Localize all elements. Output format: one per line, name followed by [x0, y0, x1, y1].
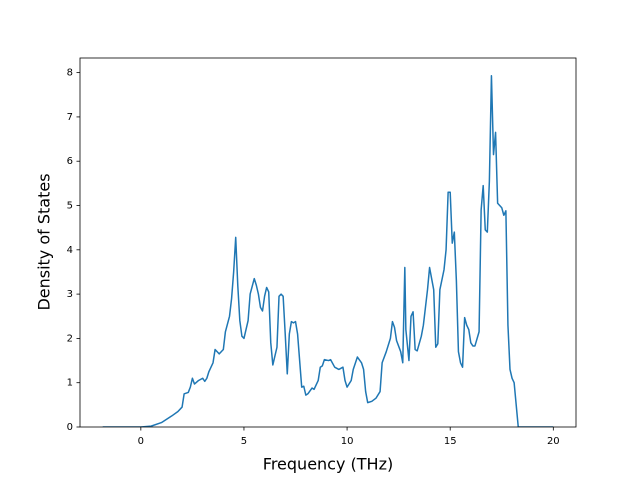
y-tick-label: 3 [67, 289, 73, 300]
y-tick-label: 7 [67, 112, 73, 123]
y-tick-label: 6 [67, 156, 73, 167]
x-tick-label: 5 [241, 436, 247, 447]
y-tick-label: 4 [67, 245, 73, 256]
x-axis-label: Frequency (THz) [263, 455, 393, 474]
x-tick-label: 10 [341, 436, 354, 447]
y-tick-label: 5 [67, 201, 73, 212]
x-tick-label: 15 [444, 436, 457, 447]
y-tick-label: 1 [67, 378, 73, 389]
y-tick-label: 2 [67, 333, 73, 344]
x-tick-label: 20 [547, 436, 560, 447]
plot-frame [79, 57, 577, 428]
y-tick-label: 0 [67, 422, 73, 433]
y-tick-label: 8 [67, 68, 73, 79]
dos-line [102, 74, 554, 427]
y-axis-label: Density of States [35, 173, 54, 310]
x-tick-label: 0 [138, 436, 144, 447]
